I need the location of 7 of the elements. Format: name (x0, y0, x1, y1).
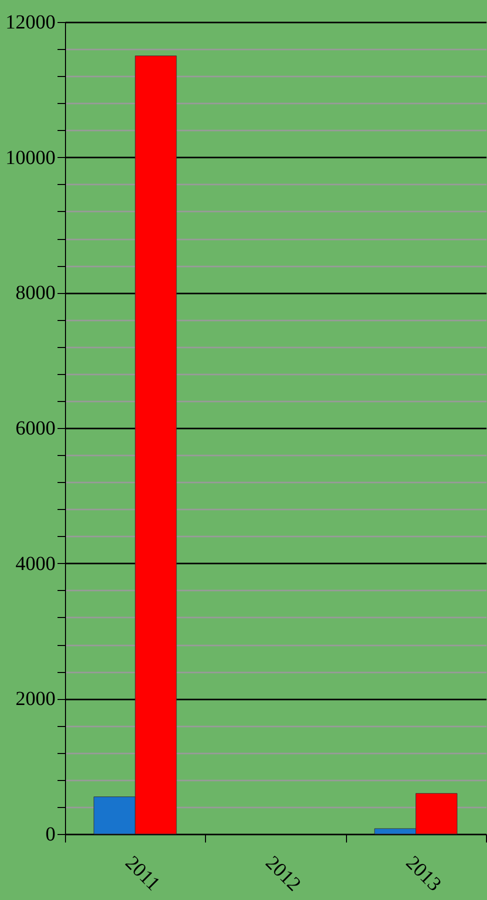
y-tick-label: 12000 (6, 12, 56, 34)
y-tick-label: 6000 (16, 418, 56, 440)
y-tick-label: 8000 (16, 282, 56, 304)
y-tick-label: 4000 (16, 552, 56, 575)
y-tick-label: 2000 (16, 688, 56, 710)
y-tick-label: 10000 (6, 146, 56, 169)
y-tick-label: 0 (46, 824, 56, 846)
